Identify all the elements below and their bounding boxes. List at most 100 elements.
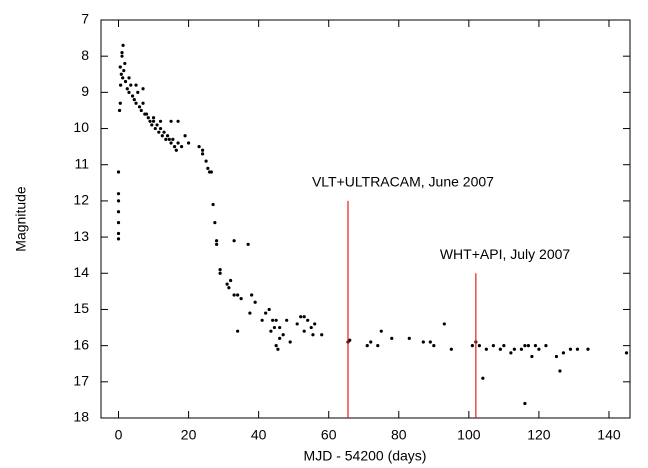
x-tick-label: 120: [527, 427, 551, 443]
data-point: [165, 134, 170, 138]
data-point: [236, 293, 240, 297]
data-point: [302, 315, 306, 319]
data-point: [123, 61, 127, 66]
y-axis-label: Magnitude: [13, 186, 29, 252]
data-point: [512, 347, 516, 351]
data-point: [239, 297, 243, 301]
data-point: [586, 347, 590, 351]
data-point: [390, 336, 394, 340]
data-point: [484, 347, 488, 351]
data-point: [624, 351, 629, 355]
data-point: [267, 307, 271, 312]
data-point: [299, 315, 303, 319]
data-point: [146, 116, 150, 120]
data-point: [278, 336, 282, 340]
data-point: [204, 159, 208, 163]
data-point: [369, 340, 373, 344]
data-point: [116, 210, 121, 214]
x-tick-label: 60: [321, 427, 337, 443]
data-point: [141, 87, 145, 91]
data-point: [544, 344, 548, 348]
y-tick-label: 18: [73, 409, 89, 425]
data-point: [116, 170, 121, 174]
y-tick-label: 10: [73, 119, 89, 135]
x-tick-label: 80: [391, 427, 407, 443]
data-point: [125, 87, 129, 91]
data-point: [200, 148, 205, 152]
data-point: [269, 329, 273, 333]
data-point: [200, 152, 205, 156]
data-point: [575, 347, 580, 351]
data-point: [272, 325, 277, 330]
data-point: [120, 50, 124, 55]
data-point: [274, 344, 278, 348]
data-point: [215, 242, 219, 246]
data-point: [130, 94, 135, 98]
data-point: [179, 145, 184, 149]
data-point: [197, 145, 201, 149]
data-point: [213, 221, 217, 225]
data-point: [379, 329, 383, 333]
data-point: [118, 65, 122, 69]
data-point: [164, 137, 168, 141]
data-point: [248, 311, 252, 315]
data-point: [320, 333, 324, 337]
data-point: [148, 119, 152, 123]
data-point: [134, 83, 138, 87]
data-point: [169, 119, 173, 123]
data-point: [421, 340, 425, 344]
data-point: [530, 354, 534, 359]
x-tick-label: 100: [457, 427, 481, 443]
data-point: [155, 123, 159, 127]
data-point: [533, 344, 538, 348]
x-tick-label: 40: [251, 427, 267, 443]
data-point: [132, 98, 136, 102]
data-point: [442, 322, 446, 326]
y-tick-label: 12: [73, 192, 89, 208]
data-point: [209, 170, 213, 174]
data-point: [139, 108, 143, 113]
data-point: [218, 268, 222, 272]
data-point: [172, 145, 177, 149]
data-point: [121, 76, 125, 80]
data-point: [232, 293, 236, 297]
data-point: [523, 401, 527, 406]
data-point: [306, 318, 310, 322]
data-point: [225, 282, 229, 286]
data-point: [127, 76, 131, 80]
data-point: [127, 90, 131, 94]
data-point: [174, 148, 178, 152]
data-point: [150, 123, 154, 127]
data-point: [141, 101, 145, 105]
data-point: [137, 105, 142, 109]
data-point: [348, 338, 352, 342]
y-tick-label: 17: [73, 373, 89, 389]
data-point: [136, 90, 140, 94]
data-point: [116, 237, 121, 241]
y-tick-label: 9: [81, 83, 89, 99]
data-point: [523, 344, 527, 348]
data-point: [144, 112, 149, 116]
data-point: [117, 108, 122, 113]
data-point: [481, 376, 485, 380]
data-point: [498, 347, 502, 351]
data-point: [123, 79, 128, 84]
data-point: [313, 322, 317, 326]
data-point: [502, 344, 506, 348]
y-tick-label: 15: [73, 300, 89, 316]
data-point: [158, 126, 163, 131]
annotation-text: WHT+API, July 2007: [440, 246, 571, 262]
data-point: [271, 318, 275, 322]
x-tick-label: 20: [181, 427, 197, 443]
data-point: [121, 43, 125, 47]
annotation-text: VLT+ULTRACAM, June 2007: [312, 174, 494, 190]
data-point: [558, 369, 562, 373]
data-point: [278, 325, 282, 330]
data-point: [477, 344, 481, 348]
data-point: [206, 166, 210, 170]
y-tick-label: 7: [81, 11, 89, 27]
data-point: [246, 242, 250, 246]
data-point: [218, 271, 222, 275]
data-point: [134, 101, 138, 105]
y-tick-label: 13: [73, 228, 89, 244]
